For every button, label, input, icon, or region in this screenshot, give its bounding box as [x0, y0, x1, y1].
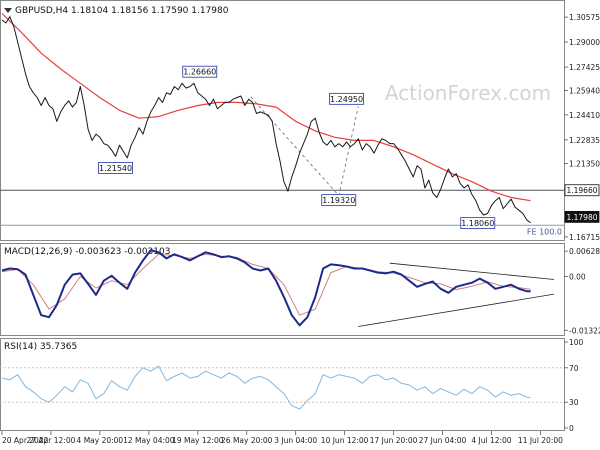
macd-panel-frame: [0, 243, 565, 336]
x-tick-label-11: 11 Jul 20:00: [518, 436, 563, 445]
macd-trendline-1: [358, 293, 555, 327]
current-value-label-0: 1.19660: [566, 186, 597, 195]
current-value-box-0: [564, 184, 600, 197]
watermark: ActionForex.com: [385, 81, 551, 105]
y-tick-label-0-4: 1.24410: [569, 111, 600, 120]
dropdown-triangle-icon: [4, 8, 12, 13]
y-tick-label-0-8: 1.16715: [569, 233, 600, 242]
x-tick-label-3: 12 May 04:00: [123, 436, 175, 445]
annotation-box-3: [321, 194, 357, 207]
x-tick-label-9: 27 Jun 04:00: [419, 436, 467, 445]
rsi-panel-frame: [0, 338, 565, 431]
y-tick-label-1-1: 0.00: [569, 273, 586, 282]
x-tick-label-2: 4 May 20:00: [77, 436, 124, 445]
x-tick-label-6: 3 Jun 04:00: [274, 436, 317, 445]
y-tick-label-2-1: 70: [569, 364, 579, 373]
x-tick-label-0: 20 Apr 2022: [2, 436, 49, 445]
x-tick-label-8: 17 Jun 20:00: [370, 436, 418, 445]
y-tick-label-2-2: 30: [569, 398, 579, 407]
price-panel-frame: [0, 0, 565, 241]
y-tick-label-1-2: -0.013223: [569, 326, 600, 335]
x-tick-label-7: 10 Jun 12:00: [321, 436, 369, 445]
annotation-box-4: [460, 217, 496, 230]
annotation-box-1: [98, 162, 133, 174]
y-tick-label-0-1: 1.29000: [569, 38, 600, 47]
macd-title: MACD(12,26,9) -0.003623 -0.003103: [4, 247, 170, 257]
rsi-title: RSI(14) 35.7365: [4, 342, 77, 352]
y-tick-label-0-6: 1.21350: [569, 159, 600, 168]
annotation-box-0: [182, 65, 218, 78]
series-line-2-0: [1, 365, 531, 410]
annotation-label-0: 1.26660: [183, 68, 216, 77]
x-tick-label-5: 26 May 20:00: [221, 436, 273, 445]
y-tick-label-0-0: 1.30575: [569, 13, 600, 22]
y-tick-label-0-3: 1.25940: [569, 87, 600, 96]
series-line-0-1: [1, 13, 531, 202]
current-value-label-1: 1.17980: [566, 213, 597, 222]
y-tick-label-1-0: 0.006285: [569, 247, 600, 256]
series-line-0-0: [1, 16, 531, 224]
price-title-text: GBPUSD,H4 1.18104 1.18156 1.17590 1.1798…: [15, 6, 229, 16]
price-title: GBPUSD,H4 1.18104 1.18156 1.17590 1.1798…: [4, 6, 229, 16]
macd-layer: [1, 249, 555, 327]
macd-trendline-0: [389, 262, 555, 280]
annotation-label-2: 1.24950: [330, 95, 363, 104]
y-tick-label-0-5: 1.22835: [569, 136, 600, 145]
annotation-label-4: 1.18060: [461, 219, 494, 228]
level-label-0: FE 100.0: [527, 227, 562, 236]
price-layer: FE 100.0 1.26660 1.21540 1.24950 1.19320 1.18…: [0, 13, 564, 236]
annotation-label-3: 1.19320: [322, 196, 355, 205]
x-tick-label-4: 19 May 12:00: [172, 436, 224, 445]
series-line-1-0: [1, 249, 531, 327]
rsi-layer: [0, 365, 564, 410]
y-axis-labels: 1.30575 1.29000 1.27425 1.25940 1.24410 1.228…: [564, 13, 600, 433]
x-tick-label-10: 4 Jul 12:00: [471, 436, 511, 445]
annotation-label-1: 1.21540: [99, 164, 132, 173]
x-tick-label-1: 27 Apr 12:00: [26, 436, 75, 445]
current-value-box-1: [564, 211, 600, 223]
annotation-box-2: [329, 92, 364, 105]
y-tick-label-2-0: 100: [569, 338, 584, 347]
y-tick-label-0-2: 1.27425: [569, 63, 600, 72]
y-tick-label-2-3: 0: [569, 424, 574, 433]
